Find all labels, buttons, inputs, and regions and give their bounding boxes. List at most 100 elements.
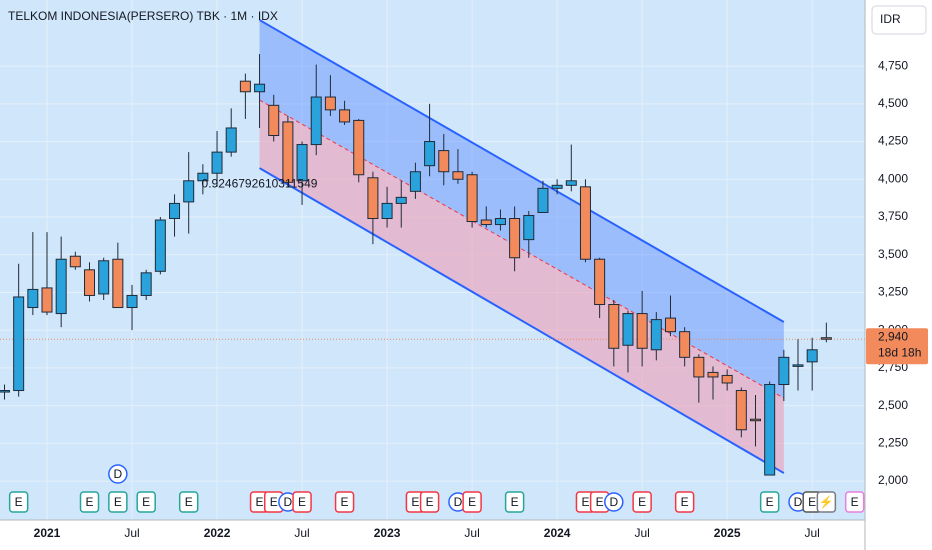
- candle-body: [169, 202, 181, 220]
- annotation: 0.9246792610311549: [202, 176, 318, 190]
- event-badge: [759, 491, 780, 513]
- candle-body: [480, 219, 492, 226]
- y-tick-label: 4,750: [878, 58, 908, 72]
- candle-body: [197, 172, 209, 182]
- event-label: D: [454, 495, 463, 509]
- candle-body: [296, 144, 308, 182]
- channel-lower: [259, 167, 785, 474]
- candle-body: [565, 180, 577, 186]
- event-label: E: [468, 495, 476, 509]
- channel-upper-fill: [259, 20, 784, 399]
- candle-body: [27, 288, 39, 309]
- candle-body: [622, 313, 634, 346]
- event-badge: [108, 491, 128, 513]
- candle-body: [494, 218, 506, 226]
- event-badge: [178, 491, 199, 513]
- x-tick-label: 2021: [34, 526, 61, 540]
- y-tick-label: 4,500: [878, 96, 908, 110]
- event-label: E: [638, 495, 646, 509]
- x-tick-label: 2023: [374, 526, 401, 540]
- y-tick-label: 3,250: [878, 285, 908, 299]
- candle-body: [636, 313, 648, 349]
- x-tick-label: Jul: [634, 526, 649, 540]
- candle-body: [154, 219, 166, 272]
- x-tick-label: 2022: [204, 526, 231, 540]
- event-label: E: [581, 495, 589, 509]
- event-badge: [462, 491, 482, 513]
- y-tick-label: 2,250: [878, 436, 908, 450]
- countdown: 18d 18h: [878, 345, 921, 359]
- event-label: D: [284, 495, 293, 509]
- currency: IDR: [880, 12, 901, 26]
- x-tick-label: Jul: [124, 526, 139, 540]
- event-label: E: [511, 495, 519, 509]
- event-label: E: [15, 495, 23, 509]
- candle-body: [551, 184, 563, 189]
- candle-body: [0, 390, 10, 393]
- event-label: D: [609, 495, 618, 509]
- event-label: D: [794, 495, 803, 509]
- candle-body: [381, 202, 393, 220]
- event-label: E: [766, 495, 774, 509]
- chart-title: TELKOM INDONESIA(PERSERO) TBK · 1M · IDX: [8, 9, 278, 23]
- event-badge: [632, 491, 652, 513]
- candle-body: [254, 83, 266, 93]
- candle-body: [409, 171, 421, 192]
- event-badge: [844, 491, 865, 513]
- event-label: D: [114, 467, 123, 481]
- channel-lower-fill: [259, 100, 784, 474]
- candle-body: [608, 304, 620, 349]
- event-label: E: [270, 495, 278, 509]
- candle-body: [353, 119, 365, 176]
- y-tick-label: 4,000: [878, 171, 908, 185]
- candle-body: [395, 196, 407, 204]
- event-badge: [816, 491, 837, 513]
- event-label: E: [298, 495, 306, 509]
- candle-body: [13, 296, 25, 392]
- candle-body: [764, 383, 776, 476]
- candle-body: [211, 151, 223, 174]
- event-label: E: [142, 495, 150, 509]
- candle-body: [679, 331, 691, 358]
- candle-body: [310, 96, 322, 146]
- y-tick-label: 2,000: [878, 473, 908, 487]
- event-label: E: [808, 495, 816, 509]
- event-label: ⚡: [819, 495, 834, 509]
- event-label: E: [341, 495, 349, 509]
- event-badge: [8, 491, 29, 513]
- channel-upper: [259, 19, 785, 323]
- candle-body: [452, 171, 464, 180]
- candle-body: [84, 269, 96, 296]
- candle-body: [424, 141, 436, 167]
- candle-body: [523, 214, 535, 241]
- event-label: E: [86, 495, 94, 509]
- candle-body: [69, 255, 81, 268]
- candle-body: [367, 177, 379, 220]
- candle-body: [98, 260, 110, 295]
- candle-body: [721, 374, 733, 384]
- event-label: E: [114, 495, 122, 509]
- candle-body: [126, 294, 138, 309]
- candle-body: [750, 418, 761, 422]
- candle-body: [537, 187, 549, 213]
- y-tick-label: 2,500: [878, 398, 908, 412]
- event-badge: [292, 491, 312, 513]
- candle-body: [183, 180, 195, 203]
- candle-body: [579, 186, 591, 260]
- event-label: E: [851, 495, 859, 509]
- candle-body: [693, 356, 705, 378]
- event-badge: [674, 491, 695, 513]
- last-price-label: 2,940: [878, 329, 908, 343]
- candle-body: [55, 258, 67, 315]
- candle-body: [509, 218, 521, 259]
- x-tick-label: 2025: [714, 526, 741, 540]
- channel-middle: [259, 99, 785, 399]
- y-tick-label: 3,500: [878, 247, 908, 261]
- currency-box[interactable]: [871, 5, 927, 35]
- candle-body: [324, 96, 336, 111]
- candle-body: [664, 317, 676, 333]
- candle-body: [239, 80, 251, 93]
- candle-body: [778, 356, 790, 385]
- candle-body: [594, 258, 606, 306]
